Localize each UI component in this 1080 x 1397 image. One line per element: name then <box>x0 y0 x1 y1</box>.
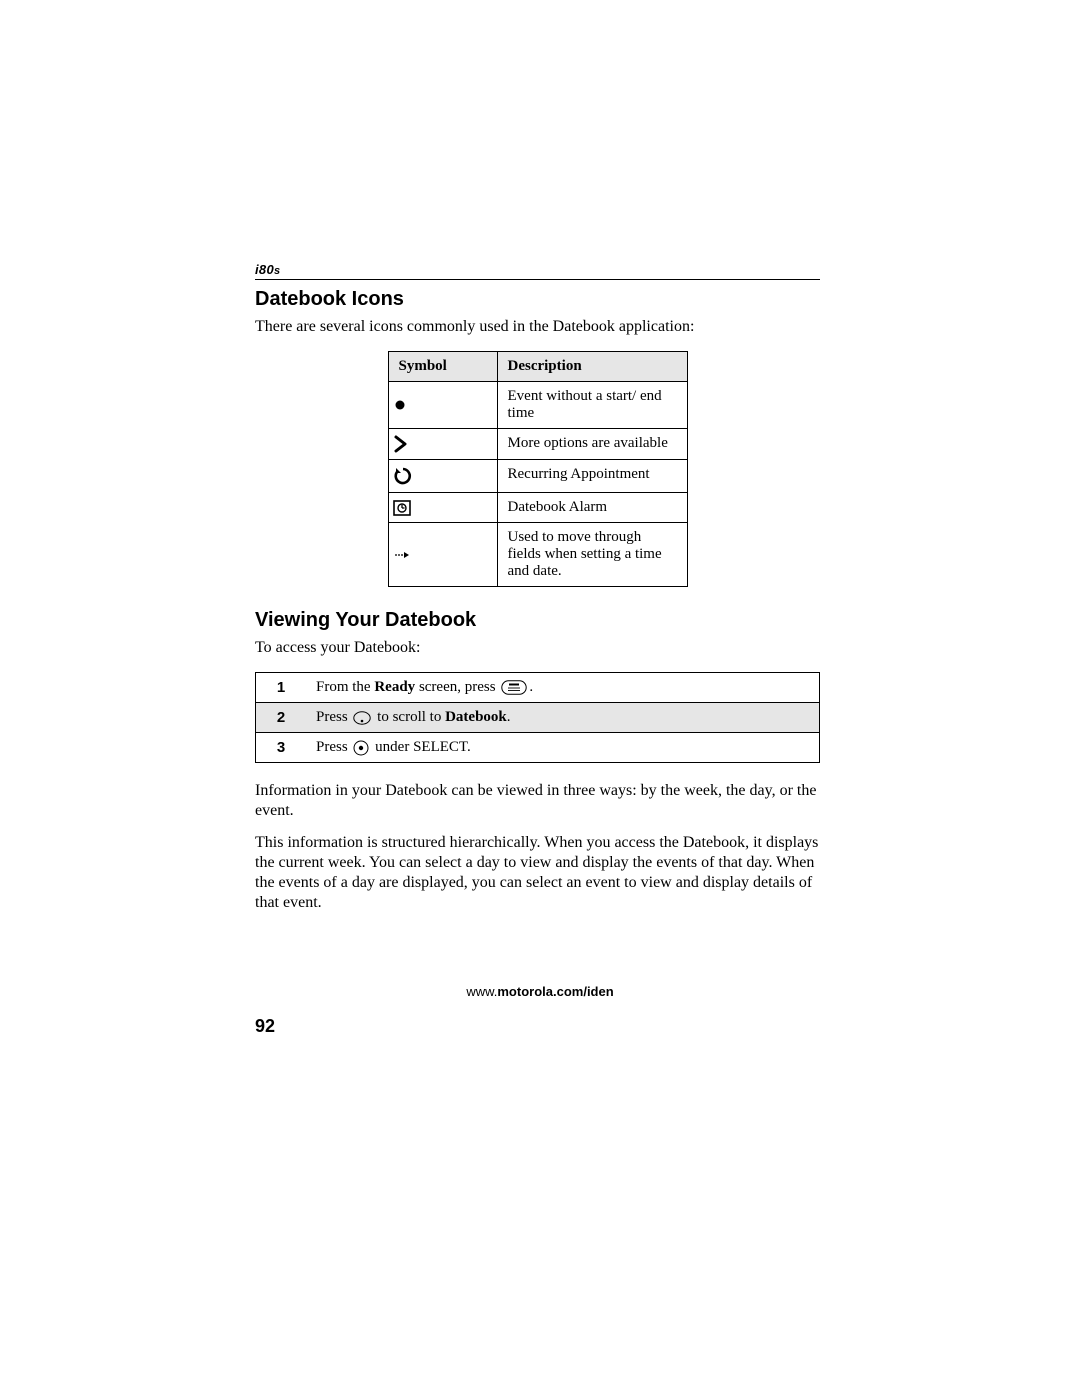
footer-url-light: www. <box>466 984 497 999</box>
symbol-cell <box>388 523 497 587</box>
table-row: Datebook Alarm <box>388 493 687 523</box>
step-text: From the Ready screen, press . <box>306 673 820 703</box>
paragraph-1: Information in your Datebook can be view… <box>255 781 820 821</box>
icon-table-header-row: Symbol Description <box>388 352 687 382</box>
select-key-icon <box>353 739 369 756</box>
step1-pre: From the <box>316 679 374 695</box>
step-text: Press to scroll to Datebook. <box>306 703 820 733</box>
table-row: 1 From the Ready screen, press . <box>256 673 820 703</box>
page-number: 92 <box>255 1016 275 1037</box>
desc-cell: Event without a start/ end time <box>497 382 687 429</box>
footer-url: www.motorola.com/iden <box>0 984 1080 999</box>
recurring-icon <box>393 466 493 486</box>
table-row: 3 Press under SELECT. <box>256 733 820 763</box>
table-row: More options are available <box>388 429 687 460</box>
model-header: i80s <box>255 262 820 277</box>
table-row: 2 Press to scroll to Datebook. <box>256 703 820 733</box>
step2-pre: Press <box>316 709 351 725</box>
step3-pre: Press <box>316 739 351 755</box>
section-heading-viewing-datebook: Viewing Your Datebook <box>255 609 820 632</box>
icon-table: Symbol Description Event without a start… <box>388 351 688 587</box>
icon-table-container: Symbol Description Event without a start… <box>255 351 820 587</box>
arrow-right-small-icon <box>393 550 493 560</box>
desc-cell: Recurring Appointment <box>497 460 687 493</box>
step2-mid: to scroll to <box>373 709 445 725</box>
symbol-cell <box>388 493 497 523</box>
dot-icon <box>393 398 493 412</box>
step1-post: screen, press <box>415 679 499 695</box>
symbol-cell <box>388 429 497 460</box>
nav-down-key-icon <box>353 709 371 726</box>
desc-cell: More options are available <box>497 429 687 460</box>
chevron-right-icon <box>393 435 493 453</box>
col-header-description: Description <box>497 352 687 382</box>
desc-cell: Used to move through fields when setting… <box>497 523 687 587</box>
intro-text-2: To access your Datebook: <box>255 638 820 658</box>
intro-text-1: There are several icons commonly used in… <box>255 317 820 337</box>
desc-cell: Datebook Alarm <box>497 493 687 523</box>
table-row: Used to move through fields when setting… <box>388 523 687 587</box>
table-row: Event without a start/ end time <box>388 382 687 429</box>
menu-key-icon <box>501 679 527 696</box>
header-rule <box>255 279 820 280</box>
symbol-cell <box>388 382 497 429</box>
col-header-symbol: Symbol <box>388 352 497 382</box>
table-row: Recurring Appointment <box>388 460 687 493</box>
step2-bold: Datebook <box>445 709 507 725</box>
steps-table: 1 From the Ready screen, press . 2 Press… <box>255 672 820 763</box>
model-number: 80 <box>259 262 274 277</box>
step3-post: under SELECT. <box>371 739 470 755</box>
step-number: 2 <box>256 703 307 733</box>
footer-url-bold: motorola.com/iden <box>497 984 613 999</box>
page: i80s Datebook Icons There are several ic… <box>0 0 1080 1397</box>
step-number: 1 <box>256 673 307 703</box>
model-suffix: s <box>274 265 280 277</box>
step-number: 3 <box>256 733 307 763</box>
step2-tail: . <box>507 709 511 725</box>
step-text: Press under SELECT. <box>306 733 820 763</box>
step1-tail: . <box>529 679 533 695</box>
symbol-cell <box>388 460 497 493</box>
alarm-icon <box>393 500 493 516</box>
section-heading-datebook-icons: Datebook Icons <box>255 288 820 311</box>
step1-bold: Ready <box>374 679 415 695</box>
paragraph-2: This information is structured hierarchi… <box>255 833 820 913</box>
